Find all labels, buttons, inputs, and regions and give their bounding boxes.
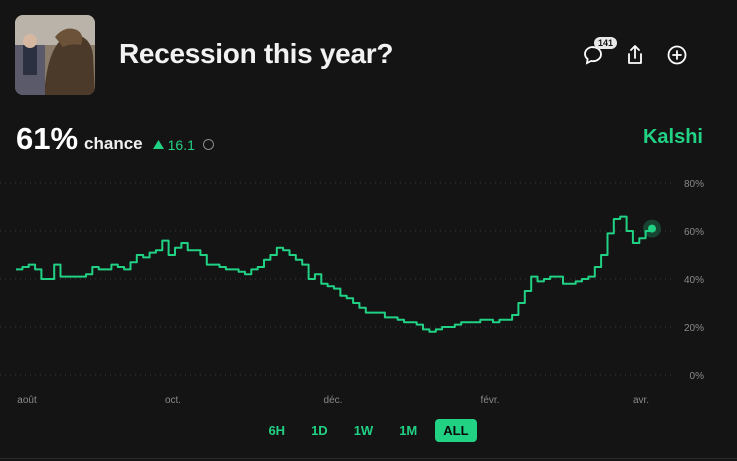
- probability-percent: 61%: [16, 121, 79, 156]
- x-tick-label: déc.: [324, 395, 343, 406]
- range-1m[interactable]: 1M: [399, 423, 418, 438]
- up-triangle-icon: [152, 140, 164, 149]
- comment-count-badge: 141: [593, 37, 617, 49]
- chance-label: chance: [84, 134, 143, 153]
- x-tick-label: août: [17, 395, 37, 406]
- y-tick-label: 40%: [684, 275, 704, 286]
- range-6h[interactable]: 6H: [268, 423, 286, 438]
- market-title: Recession this year?: [119, 38, 394, 69]
- share-button[interactable]: [623, 43, 647, 67]
- range-1w[interactable]: 1W: [353, 423, 374, 438]
- x-tick-label: avr.: [633, 395, 649, 406]
- x-tick-label: oct.: [165, 395, 181, 406]
- add-button[interactable]: [665, 43, 689, 67]
- comment-icon: [584, 46, 602, 65]
- price-history-chart[interactable]: 80% 60% 40% 20% 0% août oct. déc. févr. avr.: [0, 165, 737, 415]
- brand-logo-kalshi[interactable]: Kalshi: [642, 126, 703, 148]
- plus-circle-icon: [667, 45, 687, 65]
- y-tick-label: 0%: [690, 371, 705, 382]
- divider: [0, 458, 737, 459]
- range-all[interactable]: ALL: [435, 419, 477, 442]
- bear-statue-image: [15, 15, 95, 95]
- header-actions: 141: [581, 37, 689, 70]
- market-thumbnail: [15, 15, 95, 95]
- x-tick-label: févr.: [481, 395, 500, 406]
- series-line: [16, 215, 653, 333]
- range-1d[interactable]: 1D: [311, 423, 328, 438]
- y-tick-label: 80%: [684, 179, 704, 190]
- probability-delta: 16.1: [152, 136, 195, 153]
- range-selector: 6H 1D 1W 1M ALL: [0, 419, 737, 442]
- delta-value: 16.1: [167, 136, 195, 153]
- current-point: [648, 224, 656, 233]
- y-tick-label: 60%: [684, 227, 704, 238]
- y-tick-label: 20%: [684, 323, 704, 334]
- share-icon: [628, 45, 642, 64]
- comments-button[interactable]: 141: [581, 37, 617, 67]
- probability-stats: 61% chance 16.1: [16, 121, 214, 157]
- info-icon[interactable]: [202, 139, 214, 150]
